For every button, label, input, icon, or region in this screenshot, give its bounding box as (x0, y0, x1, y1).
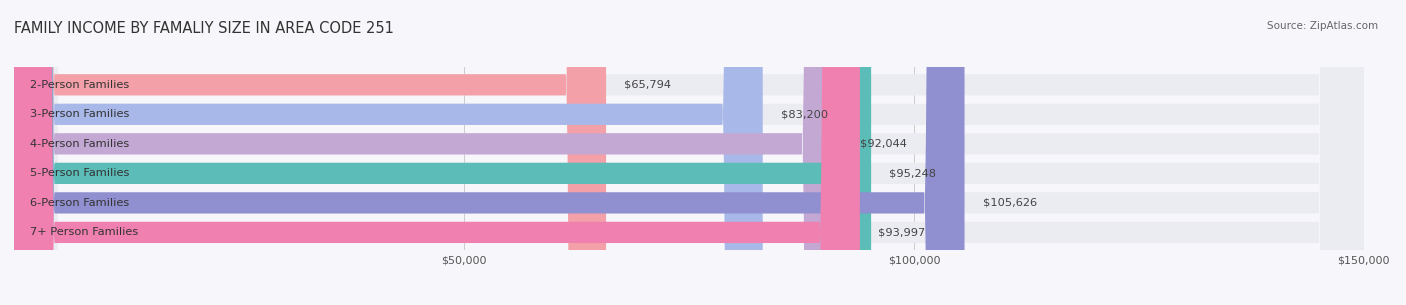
FancyBboxPatch shape (14, 0, 860, 305)
Text: $93,997: $93,997 (877, 228, 925, 237)
FancyBboxPatch shape (14, 0, 762, 305)
Text: 6-Person Families: 6-Person Families (31, 198, 129, 208)
Text: $65,794: $65,794 (624, 80, 671, 90)
Text: $95,248: $95,248 (889, 168, 936, 178)
Text: 2-Person Families: 2-Person Families (31, 80, 129, 90)
FancyBboxPatch shape (14, 0, 1364, 305)
FancyBboxPatch shape (14, 0, 1364, 305)
Text: 7+ Person Families: 7+ Person Families (31, 228, 139, 237)
Text: $83,200: $83,200 (780, 109, 828, 119)
FancyBboxPatch shape (14, 0, 606, 305)
Text: 4-Person Families: 4-Person Families (31, 139, 129, 149)
Text: 5-Person Families: 5-Person Families (31, 168, 129, 178)
Text: FAMILY INCOME BY FAMALIY SIZE IN AREA CODE 251: FAMILY INCOME BY FAMALIY SIZE IN AREA CO… (14, 21, 394, 36)
Text: $92,044: $92,044 (860, 139, 907, 149)
FancyBboxPatch shape (14, 0, 965, 305)
FancyBboxPatch shape (14, 0, 1364, 305)
Text: 3-Person Families: 3-Person Families (31, 109, 129, 119)
Text: $105,626: $105,626 (983, 198, 1036, 208)
FancyBboxPatch shape (14, 0, 842, 305)
FancyBboxPatch shape (14, 0, 1364, 305)
FancyBboxPatch shape (14, 0, 1364, 305)
FancyBboxPatch shape (14, 0, 872, 305)
Text: Source: ZipAtlas.com: Source: ZipAtlas.com (1267, 21, 1378, 31)
FancyBboxPatch shape (14, 0, 1364, 305)
